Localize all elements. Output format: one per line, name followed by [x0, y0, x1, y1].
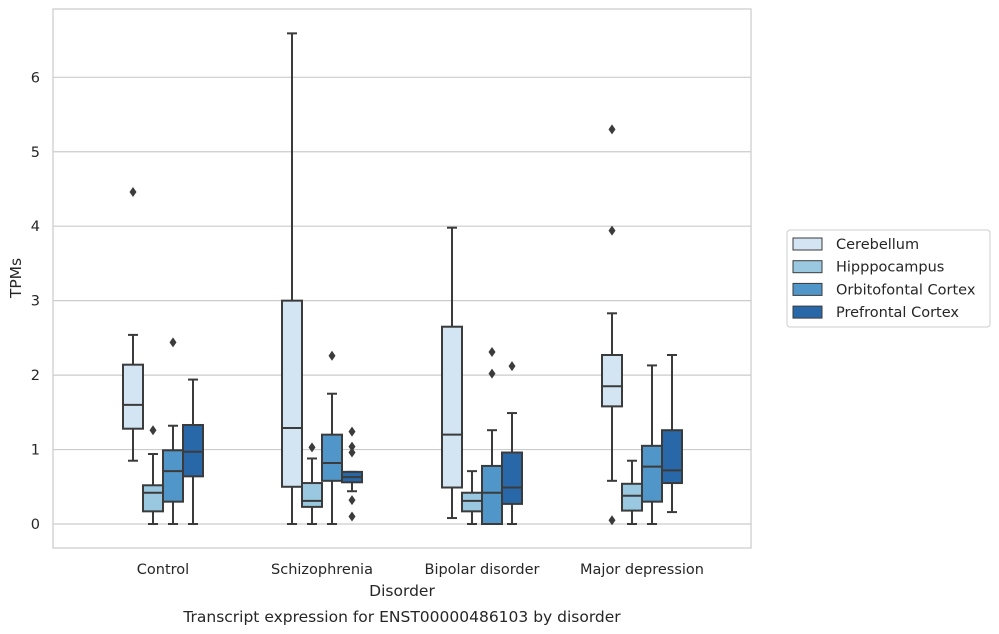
box: [441, 226, 463, 520]
x-tick-labels: Control Schizophrenia Bipolar disorder Majo…: [137, 562, 704, 578]
box: [481, 347, 503, 525]
outlier-point: [488, 347, 496, 358]
outlier-point: [348, 441, 356, 452]
outlier-point: [169, 337, 177, 348]
outlier-point: [348, 447, 356, 458]
y-tick-label: 3: [31, 294, 40, 310]
y-tick-label: 5: [31, 145, 40, 161]
box-body: [661, 429, 683, 485]
box: [281, 32, 303, 525]
box: [162, 337, 184, 525]
box: [661, 353, 683, 514]
box-body: [182, 423, 204, 478]
box: [461, 470, 483, 525]
box: [122, 186, 144, 462]
legend-swatch: [792, 260, 823, 274]
box: [182, 378, 204, 525]
outlier-point: [348, 495, 356, 506]
legend: Cerebellum Hipppocampus Orbitofontal Corte…: [786, 229, 991, 328]
box-body: [621, 482, 643, 512]
box: [601, 124, 623, 526]
outlier-point: [308, 442, 316, 453]
box: [501, 361, 523, 525]
box-body: [301, 482, 323, 508]
y-tick-label: 6: [31, 70, 40, 86]
box-body: [321, 433, 343, 482]
legend-swatch: [792, 237, 823, 251]
box-body: [481, 464, 503, 525]
x-tick-label: Schizophrenia: [271, 562, 373, 578]
outlier-point: [348, 511, 356, 522]
legend-swatch: [792, 282, 823, 296]
legend-label: Prefrontal Cortex: [836, 305, 959, 321]
outlier-point: [149, 425, 157, 436]
box-body: [122, 363, 144, 430]
y-tick-label: 4: [31, 219, 40, 235]
y-tick-labels: 0 1 2 3 4 5 6: [31, 70, 40, 533]
x-axis-title: Disorder: [369, 582, 435, 600]
chart-caption: Transcript expression for ENST0000048610…: [182, 608, 621, 626]
legend-swatch: [792, 305, 823, 319]
box-body: [461, 491, 483, 513]
box-body: [281, 299, 303, 488]
box: [341, 426, 363, 522]
box-body: [162, 449, 184, 503]
box-body: [501, 451, 523, 505]
outlier-point: [488, 368, 496, 379]
box: [321, 350, 343, 525]
y-axis-title: TPMs: [7, 258, 25, 299]
box-body: [142, 484, 164, 513]
outlier-point: [508, 361, 516, 372]
box: [301, 442, 323, 525]
y-tick-label: 0: [31, 517, 40, 533]
outlier-point: [608, 515, 616, 526]
box-body: [641, 444, 663, 503]
outlier-point: [608, 225, 616, 236]
outlier-point: [328, 350, 336, 361]
box-body: [441, 325, 463, 489]
y-tick-label: 2: [31, 368, 40, 384]
outlier-point: [129, 186, 137, 197]
outlier-point: [608, 124, 616, 135]
legend-label: Orbitofontal Cortex: [836, 282, 976, 298]
legend-label: Hipppocampus: [836, 260, 944, 276]
box-body: [601, 353, 623, 408]
legend-frame: [786, 229, 991, 328]
x-tick-label: Major depression: [580, 562, 704, 578]
legend-label: Cerebellum: [836, 237, 919, 253]
x-tick-label: Control: [137, 562, 189, 578]
outlier-point: [348, 426, 356, 437]
x-tick-label: Bipolar disorder: [425, 562, 540, 578]
boxes-layer: [122, 32, 683, 526]
y-tick-label: 1: [31, 443, 40, 459]
